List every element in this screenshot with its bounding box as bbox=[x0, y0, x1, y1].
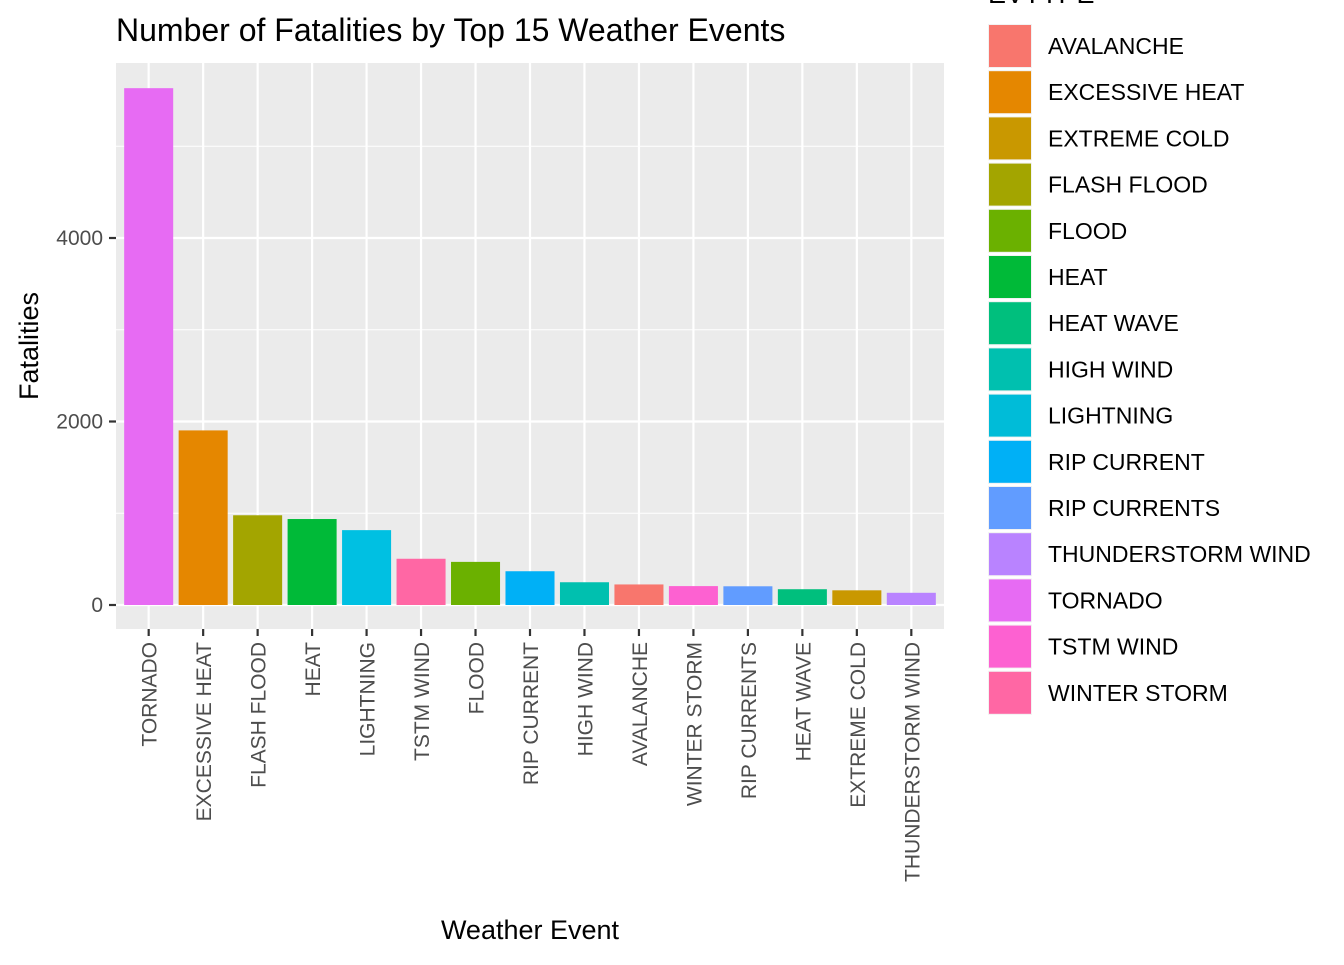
x-axis: TORNADO EXCESSIVE HEAT FLASH FLOOD HEAT LIGH… bbox=[139, 629, 924, 882]
legend-label: TSTM WIND bbox=[1048, 634, 1178, 660]
legend-swatch bbox=[989, 625, 1031, 668]
x-tick-label: FLASH FLOOD bbox=[248, 642, 271, 788]
legend-swatch bbox=[989, 671, 1031, 714]
legend-label: HIGH WIND bbox=[1048, 356, 1173, 382]
legend-swatch bbox=[989, 25, 1031, 67]
x-tick-label: RIP CURRENT bbox=[520, 642, 543, 785]
bar bbox=[178, 430, 228, 605]
x-tick-label: WINTER STORM bbox=[683, 642, 706, 806]
y-tick-label: 4000 bbox=[56, 227, 103, 250]
legend-swatch bbox=[989, 163, 1031, 206]
x-tick-label: AVALANCHE bbox=[629, 642, 652, 766]
x-tick-label: EXCESSIVE HEAT bbox=[193, 642, 216, 822]
legend-swatch bbox=[989, 394, 1031, 437]
bar bbox=[124, 88, 174, 606]
x-tick-label: TORNADO bbox=[139, 642, 162, 747]
x-tick-label: TSTM WIND bbox=[411, 642, 434, 761]
legend-label: HEAT WAVE bbox=[1048, 310, 1179, 336]
bar bbox=[668, 586, 718, 605]
legend-swatch bbox=[989, 71, 1031, 114]
x-tick-label: HEAT WAVE bbox=[792, 642, 815, 761]
legend-label: AVALANCHE bbox=[1048, 33, 1184, 59]
legend-swatch bbox=[989, 533, 1031, 576]
chart-title: Number of Fatalities by Top 15 Weather E… bbox=[116, 12, 785, 48]
bars bbox=[124, 88, 936, 606]
y-axis-title: Fatalities bbox=[14, 292, 44, 400]
bar bbox=[559, 582, 609, 605]
bar bbox=[451, 561, 501, 605]
y-tick-label: 2000 bbox=[56, 411, 103, 434]
x-tick-label: THUNDERSTORM WIND bbox=[901, 642, 924, 882]
bar bbox=[233, 515, 283, 605]
x-tick-label: HEAT bbox=[302, 642, 325, 697]
legend-swatch bbox=[989, 440, 1031, 483]
legend-label: RIP CURRENTS bbox=[1048, 495, 1220, 521]
x-tick-label: LIGHTNING bbox=[357, 642, 380, 756]
legend-label: EXTREME COLD bbox=[1048, 125, 1229, 151]
x-tick-label: EXTREME COLD bbox=[847, 642, 870, 808]
legend-label: FLASH FLOOD bbox=[1048, 172, 1208, 198]
legend-label: HEAT bbox=[1048, 264, 1108, 290]
y-axis: 0 2000 4000 bbox=[56, 227, 116, 617]
legend-label: THUNDERSTORM WIND bbox=[1048, 541, 1311, 567]
legend-swatch bbox=[989, 117, 1031, 160]
bar bbox=[396, 558, 446, 605]
legend-swatch bbox=[989, 348, 1031, 391]
legend-label: FLOOD bbox=[1048, 218, 1127, 244]
legend-label: EXCESSIVE HEAT bbox=[1048, 79, 1244, 105]
bar bbox=[777, 589, 827, 605]
bar bbox=[886, 592, 936, 605]
bar bbox=[342, 530, 392, 605]
bar bbox=[614, 584, 664, 605]
legend-label: LIGHTNING bbox=[1048, 403, 1173, 429]
bar bbox=[505, 571, 555, 605]
x-tick-label: FLOOD bbox=[466, 642, 489, 714]
legend-label: TORNADO bbox=[1048, 587, 1163, 613]
bar bbox=[287, 519, 337, 605]
bar bbox=[723, 586, 773, 605]
x-axis-title: Weather Event bbox=[441, 915, 620, 945]
legend-swatch bbox=[989, 487, 1031, 529]
bar bbox=[832, 590, 882, 605]
x-tick-label: HIGH WIND bbox=[574, 642, 597, 756]
legend-swatch bbox=[989, 209, 1031, 252]
legend-swatch bbox=[989, 256, 1031, 298]
legend-label: WINTER STORM bbox=[1048, 680, 1228, 706]
x-tick-label: RIP CURRENTS bbox=[738, 642, 761, 799]
legend: EVTYPE AVALANCHE EXCESSIVE HEAT EXTREME CO… bbox=[988, 0, 1311, 715]
legend-title: EVTYPE bbox=[988, 0, 1095, 9]
legend-swatch bbox=[989, 579, 1031, 622]
legend-swatch bbox=[989, 302, 1031, 345]
y-tick-label: 0 bbox=[91, 594, 103, 617]
legend-label: RIP CURRENT bbox=[1048, 449, 1205, 475]
